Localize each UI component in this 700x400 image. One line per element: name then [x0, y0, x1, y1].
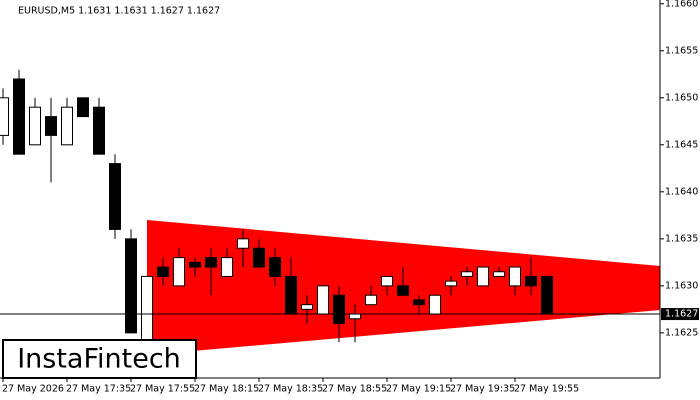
candle-body: [525, 275, 537, 287]
x-tick-label: 27 May 19:15: [386, 384, 451, 395]
x-tick-label: 27 May 17:35: [66, 384, 131, 395]
candle-body: [141, 275, 153, 343]
x-tick-label: 27 May 18:35: [258, 384, 323, 395]
candle-body: [349, 313, 361, 320]
y-tick-label: 1.1630: [665, 280, 698, 291]
candle-body: [541, 275, 553, 315]
candle-body: [317, 285, 329, 315]
candle-body: [269, 257, 281, 277]
candle-body: [205, 257, 217, 268]
candle-body: [365, 294, 377, 306]
candle-body: [221, 257, 233, 277]
candle-body: [285, 275, 297, 315]
y-tick-label: 1.1650: [665, 92, 698, 103]
candle-body: [109, 163, 121, 230]
candle-body: [61, 106, 73, 146]
y-tick-label: 1.1625: [665, 327, 698, 338]
y-tick-label: 1.1655: [665, 45, 698, 56]
x-tick-label: 27 May 2026: [2, 384, 64, 395]
candle-body: [413, 299, 425, 306]
logo-box: [2, 339, 197, 379]
candle-body: [333, 294, 345, 324]
candle-body: [493, 271, 505, 277]
candle-body: [397, 285, 409, 296]
current-price-box: [661, 308, 699, 321]
candle-body: [445, 280, 457, 287]
y-tick-label: 1.1660: [665, 0, 698, 9]
candle-body: [77, 97, 89, 118]
current-price-label: 1.1627: [665, 309, 698, 320]
candle-body: [301, 304, 313, 310]
x-tick-label: 27 May 18:15: [194, 384, 259, 395]
candle-body: [477, 266, 489, 287]
candle-body: [157, 266, 169, 277]
x-tick-label: 27 May 17:55: [130, 384, 195, 395]
candle-body: [429, 294, 441, 315]
chart-title: EURUSD,M5 1.1631 1.1631 1.1627 1.1627: [18, 6, 220, 17]
y-tick-label: 1.1640: [665, 186, 698, 197]
candle-body: [189, 261, 201, 268]
y-tick-label: 1.1645: [665, 139, 698, 150]
logo: InstaFintech: [17, 344, 181, 375]
candle-body: [93, 106, 105, 155]
candle-body: [45, 116, 57, 136]
x-tick-label: 27 May 19:55: [514, 384, 579, 395]
candle-body: [173, 257, 185, 287]
candle-body: [13, 78, 25, 155]
candle-body: [461, 271, 473, 277]
x-tick-label: 27 May 18:55: [322, 384, 387, 395]
candle-body: [125, 238, 137, 334]
candle-body: [29, 106, 41, 146]
x-tick-label: 27 May 19:35: [450, 384, 515, 395]
candle-body: [381, 275, 393, 287]
candle-body: [253, 247, 265, 268]
candle-body: [237, 238, 249, 249]
candle-body: [509, 266, 521, 287]
candle-body: [0, 97, 9, 136]
y-tick-label: 1.1635: [665, 233, 698, 244]
